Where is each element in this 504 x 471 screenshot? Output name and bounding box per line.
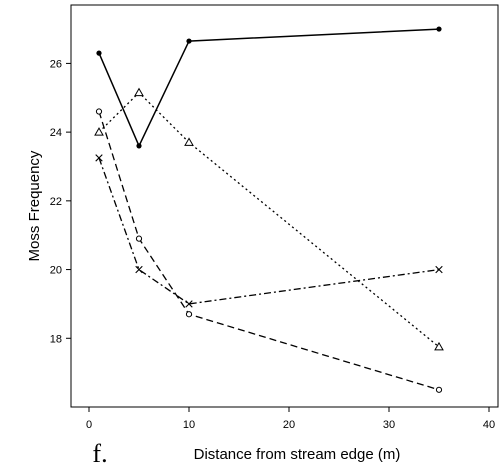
- y-tick-label: 18: [50, 333, 62, 345]
- series-layer: [94, 26, 444, 393]
- series-4: [95, 154, 443, 308]
- x-tick-label: 0: [86, 419, 92, 431]
- y-axis-title: Moss Frequency: [26, 150, 43, 261]
- panel-label: f.: [92, 439, 107, 468]
- series-1: [96, 26, 442, 149]
- data-point: [96, 50, 102, 56]
- data-point: [94, 127, 104, 136]
- data-point: [186, 38, 192, 44]
- x-tick-label: 30: [383, 419, 395, 431]
- data-point: [434, 341, 444, 351]
- data-point: [135, 265, 143, 274]
- data-point: [134, 87, 144, 97]
- data-point: [184, 137, 194, 146]
- data-point: [436, 26, 442, 32]
- data-point: [185, 300, 193, 308]
- series-line: [98, 91, 440, 348]
- series-2: [94, 87, 444, 351]
- y-axis: 18 20 22 24 26: [50, 58, 71, 345]
- plot-frame: [70, 4, 499, 408]
- data-point: [435, 386, 443, 393]
- data-point: [136, 143, 142, 149]
- x-tick-label: 20: [283, 419, 295, 431]
- series-line: [98, 111, 440, 391]
- y-tick-label: 24: [50, 127, 62, 139]
- data-point: [135, 235, 143, 242]
- y-tick-label: 20: [50, 265, 62, 277]
- x-axis: 0 10 20 30 40: [86, 407, 495, 431]
- data-point: [95, 108, 103, 115]
- data-point: [435, 265, 443, 274]
- series-3: [95, 108, 443, 393]
- data-point: [95, 154, 103, 162]
- x-tick-label: 10: [183, 419, 195, 431]
- y-tick-label: 22: [50, 196, 62, 208]
- y-tick-label: 26: [50, 58, 62, 70]
- series-line: [98, 28, 440, 148]
- x-tick-label: 40: [483, 419, 495, 431]
- data-point: [185, 311, 193, 318]
- series-line: [98, 157, 440, 305]
- x-axis-title: Distance from stream edge (m): [194, 446, 401, 463]
